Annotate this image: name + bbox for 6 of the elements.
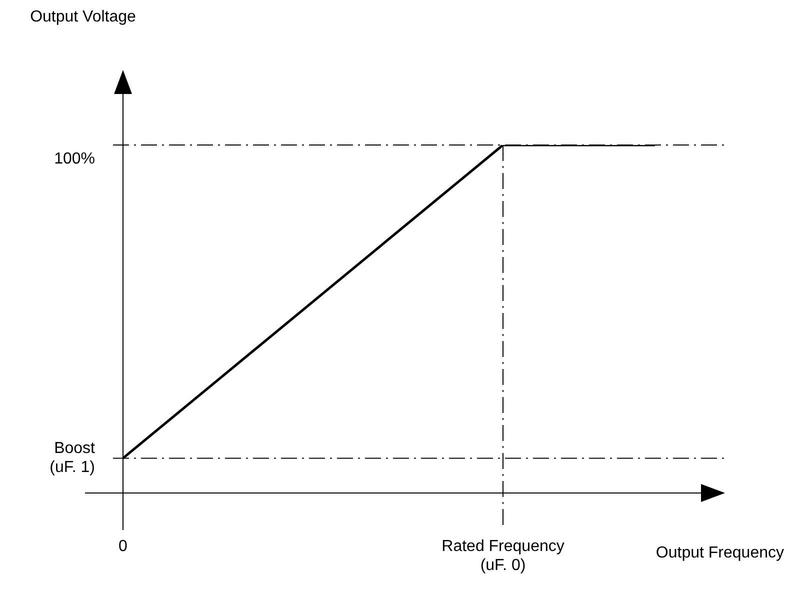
ref-line-label: Boost (uF. 1) bbox=[50, 440, 96, 476]
x-tick-label: Rated Frequency (uF. 0) bbox=[442, 538, 564, 574]
text: Output Voltage bbox=[30, 8, 136, 26]
x-axis-title: Output Frequency bbox=[656, 544, 784, 562]
x-tick-label: 0 bbox=[118, 538, 128, 556]
ref-line-label: 100% bbox=[54, 150, 95, 168]
